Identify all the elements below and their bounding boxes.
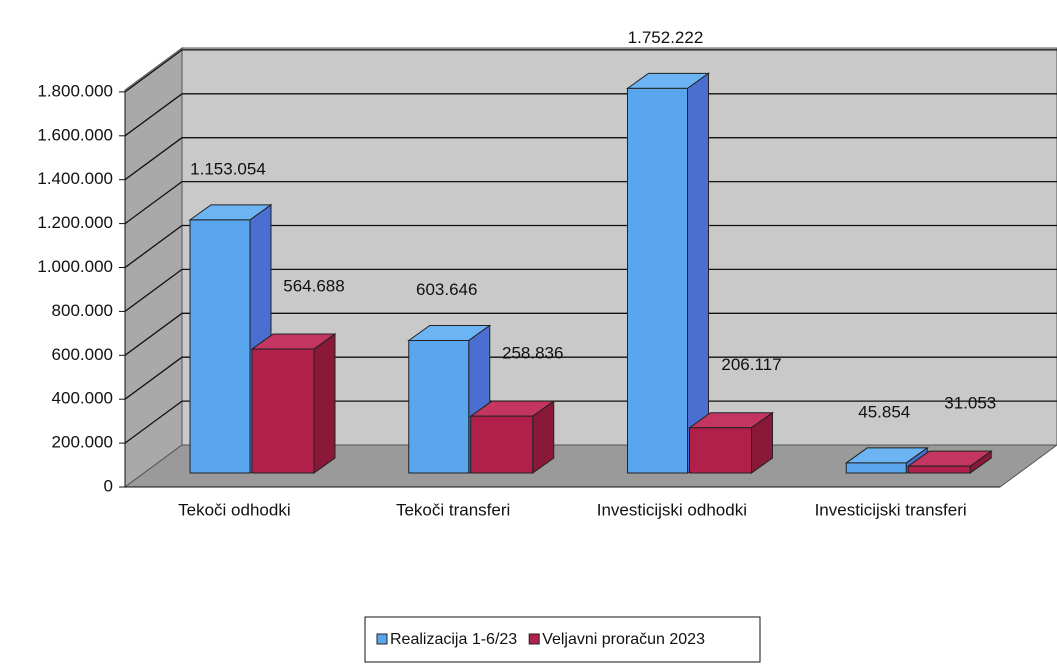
x-tick-label: Investicijski transferi <box>815 500 967 519</box>
grid-segment <box>124 400 1057 444</box>
y-tick-label: 600.000 <box>52 345 113 364</box>
x-tick-label: Investicijski odhodki <box>597 500 747 519</box>
bar <box>907 465 971 474</box>
y-tick-label: 800.000 <box>52 301 113 320</box>
legend-box <box>364 616 761 663</box>
grid-segment <box>124 49 1057 93</box>
y-tick-label: 200.000 <box>52 433 113 452</box>
x-tick-label: Tekoči transferi <box>396 500 510 519</box>
bar <box>627 87 688 474</box>
legend-label: Veljavni proračun 2023 <box>542 631 705 648</box>
grid-line <box>124 224 1057 269</box>
grid-line <box>124 49 1057 93</box>
grid-line <box>124 137 1057 181</box>
side-wall <box>124 47 183 488</box>
grid-segment <box>124 224 1057 269</box>
grid-segment <box>124 356 1057 400</box>
legend-swatch <box>528 633 540 645</box>
grid-line <box>124 268 1057 312</box>
bar <box>189 219 251 474</box>
legend-label: Realizacija 1-6/23 <box>390 631 517 648</box>
grid-segment <box>124 268 1057 312</box>
bar-side <box>687 72 709 474</box>
grid-line <box>124 180 1057 225</box>
bar <box>845 462 907 474</box>
y-tick-label: 400.000 <box>52 389 113 408</box>
bar-side <box>313 333 336 474</box>
legend: Realizacija 1-6/23 Veljavni proračun 2023 <box>364 616 761 663</box>
value-label: 603.646 <box>416 280 477 299</box>
value-label: 206.117 <box>721 355 781 374</box>
grid-segment <box>124 93 1057 137</box>
grid-line <box>124 312 1057 356</box>
y-tick-label: 1.600.000 <box>37 125 113 144</box>
y-tick-label: 1.000.000 <box>37 257 113 276</box>
bar <box>470 415 534 474</box>
grid-line <box>124 93 1057 137</box>
value-label: 1.153.054 <box>190 159 266 178</box>
value-label: 31.053 <box>944 394 996 413</box>
y-tick-label: 1.400.000 <box>37 169 113 188</box>
x-tick-label: Tekoči odhodki <box>178 500 290 519</box>
y-tick-label: 1.200.000 <box>37 213 113 232</box>
grid-line <box>124 400 1057 444</box>
bar <box>408 339 470 474</box>
value-label: 1.752.222 <box>628 28 704 47</box>
legend-swatch <box>376 633 388 645</box>
y-tick-label: 0 <box>104 476 113 495</box>
bar <box>689 427 752 474</box>
grid-line <box>124 356 1057 400</box>
grid-segment <box>124 312 1057 356</box>
value-label: 45.854 <box>858 402 910 421</box>
y-tick-label: 1.800.000 <box>37 81 113 100</box>
value-label: 258.836 <box>502 344 563 363</box>
bar <box>251 348 315 474</box>
grid-segment <box>124 180 1057 225</box>
grid-segment <box>124 137 1057 181</box>
value-label: 564.688 <box>283 277 344 296</box>
